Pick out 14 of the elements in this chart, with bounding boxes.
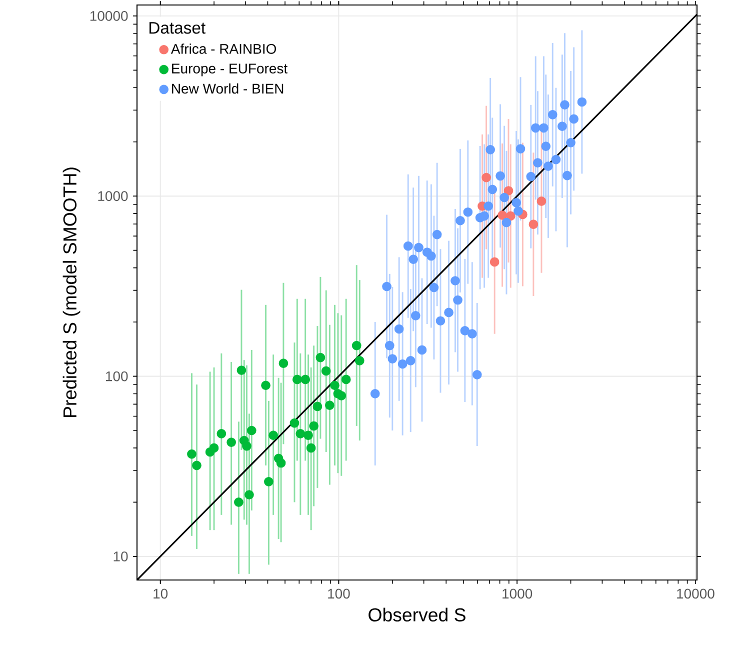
y-tick-label: 100 (106, 371, 128, 382)
legend-label: Africa - RAINBIO (170, 44, 276, 54)
y-tick-label: 1000 (98, 191, 128, 202)
x-tick-label: 1000 (502, 588, 532, 599)
x-axis-title: Observed S (368, 608, 466, 622)
legend-title: Dataset (150, 22, 206, 34)
legend-label: New World - BIEN (172, 83, 284, 94)
x-tick-label: 10 (154, 588, 168, 599)
x-tick-label: 100 (328, 588, 350, 599)
legend-label: Europe - EUForest (172, 64, 288, 76)
y-tick-label: 10000 (90, 10, 128, 21)
x-tick-label: 10000 (677, 588, 714, 599)
y-tick-label: 10 (114, 551, 128, 562)
y-axis-title: Predicted S (model SMOOTH) (62, 168, 80, 418)
